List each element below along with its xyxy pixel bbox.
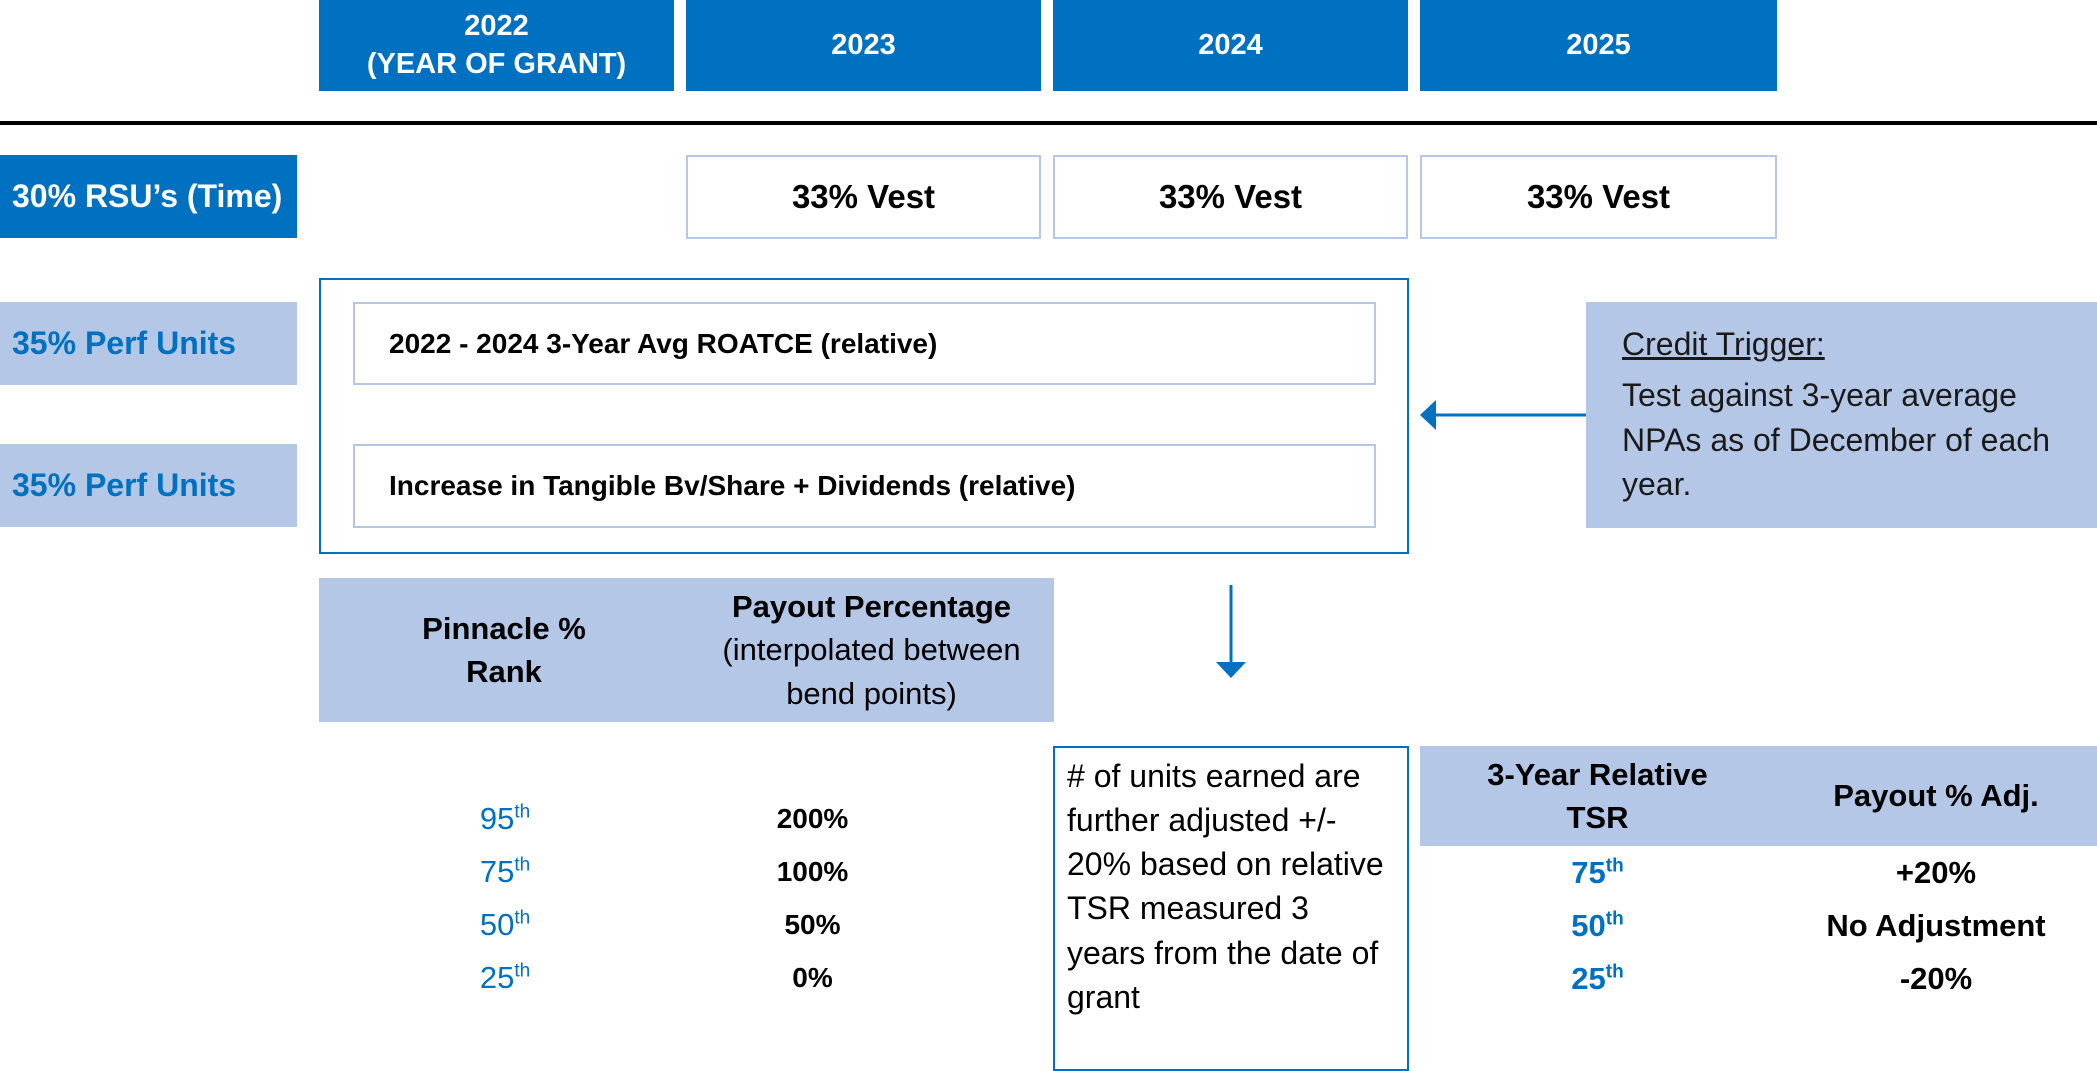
credit-trigger-body: Test against 3-year average NPAs as of D… bbox=[1622, 376, 2051, 503]
year-header-2022: 2022 (YEAR OF GRANT) bbox=[319, 0, 674, 91]
tsr-rank-cell: 25th bbox=[1420, 961, 1775, 997]
payout-cell: 200% bbox=[776, 802, 849, 834]
metric-roatce: 2022 - 2024 3-Year Avg ROATCE (relative) bbox=[353, 302, 1376, 385]
year-header-2023: 2023 bbox=[686, 0, 1041, 91]
metric-tangible-bv-text: Increase in Tangible Bv/Share + Dividend… bbox=[389, 470, 1076, 501]
payout-percentage-header: Payout Percentage (interpolated between … bbox=[689, 585, 1054, 715]
metric-tangible-bv: Increase in Tangible Bv/Share + Dividend… bbox=[353, 444, 1376, 528]
rank-value: 25 bbox=[479, 959, 515, 995]
tsr-rank-cell: 50th bbox=[1420, 908, 1775, 944]
rank-suffix: th bbox=[514, 907, 531, 929]
payout-adj-cell: +20% bbox=[1895, 854, 1977, 890]
vest-2023: 33% Vest bbox=[686, 155, 1041, 239]
payout-percentage-title: Payout Percentage bbox=[731, 588, 1012, 624]
vest-2024-text: 33% Vest bbox=[1158, 178, 1303, 215]
year-label: 2024 bbox=[1198, 28, 1263, 61]
year-label: 2023 bbox=[831, 28, 896, 61]
rank-value: 75 bbox=[1571, 854, 1606, 890]
payout-percentage-note: (interpolated between bend points) bbox=[722, 632, 1021, 711]
year-header-2024: 2024 bbox=[1053, 0, 1408, 91]
rank-suffix: th bbox=[514, 960, 531, 982]
rank-suffix: th bbox=[1605, 908, 1624, 930]
tsr-table-header: 3-Year Relative TSR Payout % Adj. bbox=[1420, 746, 2097, 846]
perf-units-label-tbv: 35% Perf Units bbox=[0, 444, 297, 527]
perf-units-label-text: 35% Perf Units bbox=[12, 325, 237, 361]
rank-value: 95 bbox=[479, 800, 515, 836]
payout-cell: 50% bbox=[784, 908, 841, 940]
tsr-adjustment-note: # of units earned are further adjusted +… bbox=[1053, 746, 1409, 1071]
year-label: 2025 bbox=[1566, 28, 1631, 61]
vest-2025-text: 33% Vest bbox=[1526, 178, 1671, 215]
year-label: 2022 bbox=[464, 9, 529, 42]
relative-tsr-header-text: 3-Year Relative TSR bbox=[1487, 756, 1708, 835]
year-header-2025: 2025 bbox=[1420, 0, 1777, 91]
relative-tsr-header: 3-Year Relative TSR bbox=[1420, 753, 1775, 840]
rank-value: 75 bbox=[479, 853, 515, 889]
rank-suffix: th bbox=[1605, 961, 1624, 983]
tsr-table-body: 75th +20% 50th No Adjustment 25th -20% bbox=[1420, 846, 2097, 1005]
pinnacle-rank-header-text: Pinnacle % Rank bbox=[422, 610, 586, 689]
rank-cell: 75th bbox=[370, 854, 640, 890]
table-row: 50th 50% bbox=[370, 898, 1030, 951]
rank-cell: 50th bbox=[370, 907, 640, 943]
table-row: 95th 200% bbox=[370, 792, 1030, 845]
payout-cell: 0% bbox=[792, 961, 833, 993]
year-sublabel: (YEAR OF GRANT) bbox=[366, 47, 627, 80]
rank-suffix: th bbox=[1605, 855, 1624, 877]
credit-trigger-title: Credit Trigger: bbox=[1622, 326, 1825, 362]
tsr-adjustment-note-text: # of units earned are further adjusted +… bbox=[1067, 758, 1384, 1015]
rank-value: 25 bbox=[1571, 960, 1606, 996]
down-arrow-head bbox=[1216, 662, 1246, 678]
metric-roatce-text: 2022 - 2024 3-Year Avg ROATCE (relative) bbox=[389, 327, 938, 359]
pinnacle-rank-header: Pinnacle % Rank bbox=[319, 607, 689, 694]
payout-adj-header: Payout % Adj. bbox=[1833, 778, 2039, 813]
rank-suffix: th bbox=[514, 854, 531, 876]
vest-2025: 33% Vest bbox=[1420, 155, 1777, 239]
credit-trigger-box: Credit Trigger: Test against 3-year aver… bbox=[1586, 302, 2097, 528]
rank-suffix: th bbox=[514, 801, 531, 823]
table-row: 75th 100% bbox=[370, 845, 1030, 898]
table-row: 50th No Adjustment bbox=[1420, 899, 2097, 952]
header-divider bbox=[0, 121, 2097, 125]
rsu-time-label: 30% RSU’s (Time) bbox=[0, 155, 297, 238]
payout-adj-cell: -20% bbox=[1899, 960, 1973, 996]
table-row: 25th -20% bbox=[1420, 952, 2097, 1005]
payout-cell: 100% bbox=[776, 855, 849, 887]
rank-value: 50 bbox=[1571, 907, 1606, 943]
table-row: 75th +20% bbox=[1420, 846, 2097, 899]
rank-cell: 95th bbox=[370, 801, 640, 837]
perf-units-label-text: 35% Perf Units bbox=[12, 467, 237, 503]
tsr-rank-cell: 75th bbox=[1420, 855, 1775, 891]
table-row: 25th 0% bbox=[370, 951, 1030, 1004]
pinnacle-table-header: Pinnacle % Rank Payout Percentage (inter… bbox=[319, 578, 1054, 722]
pinnacle-table-body: 95th 200% 75th 100% 50th 50% 25th 0% bbox=[370, 792, 1030, 1004]
perf-units-label-roatce: 35% Perf Units bbox=[0, 302, 297, 385]
credit-trigger-arrow-head bbox=[1420, 400, 1436, 430]
rank-cell: 25th bbox=[370, 960, 640, 996]
rsu-time-label-text: 30% RSU’s (Time) bbox=[12, 178, 283, 214]
vest-2023-text: 33% Vest bbox=[791, 178, 936, 215]
payout-adj-cell: No Adjustment bbox=[1826, 907, 2046, 943]
vest-2024: 33% Vest bbox=[1053, 155, 1408, 239]
rank-value: 50 bbox=[479, 906, 515, 942]
